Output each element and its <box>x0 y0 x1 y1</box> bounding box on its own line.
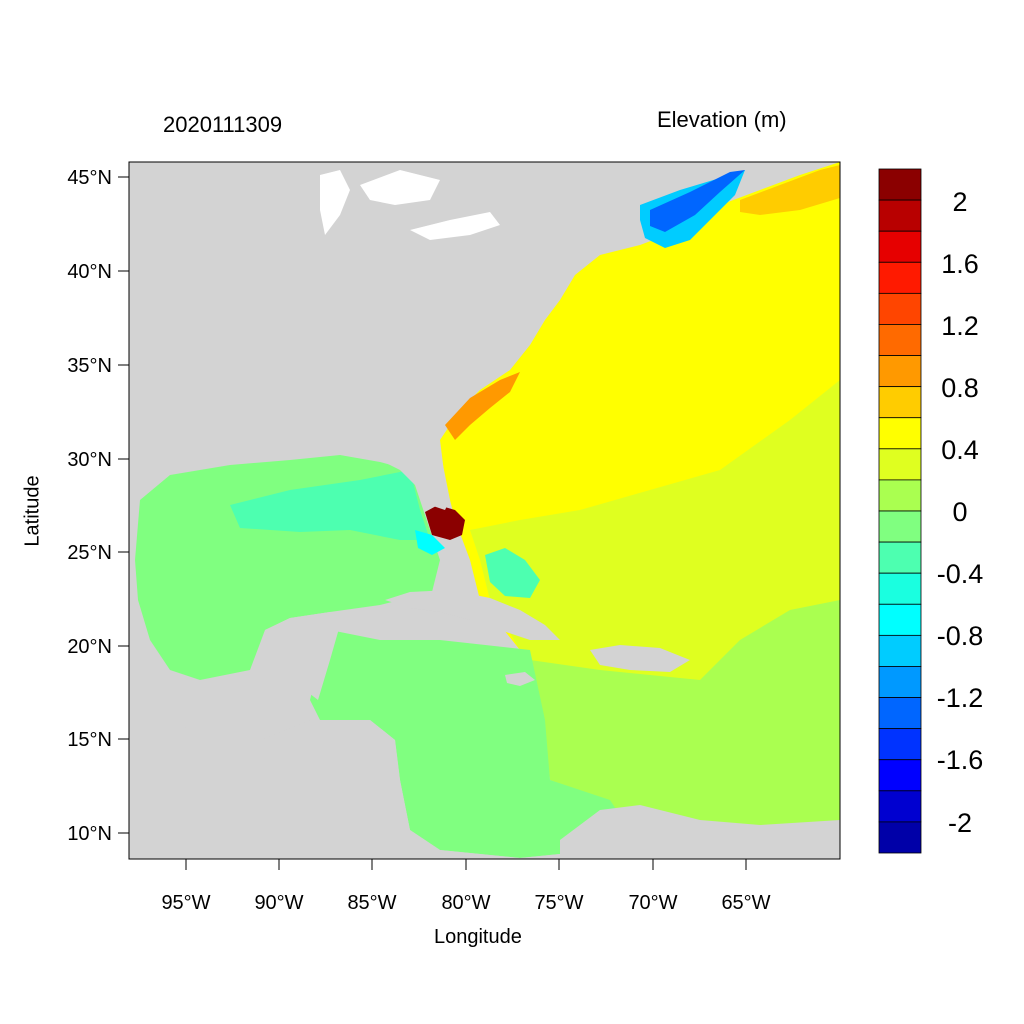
colorbar-box <box>878 603 922 636</box>
colorbar-label: 0 <box>952 497 967 527</box>
lat-tick-label: 30°N <box>67 449 112 471</box>
caribbean-east-region <box>530 600 840 859</box>
latitude-axis: 45°N 40°N 35°N 30°N 25°N 20°N 15°N 10°N <box>67 167 129 845</box>
colorbar-box <box>878 759 922 792</box>
colorbar-box <box>878 728 922 761</box>
colorbar-box <box>878 417 922 450</box>
lat-tick-label: 15°N <box>67 729 112 751</box>
central-america-land <box>129 720 636 859</box>
colorbar-box <box>878 324 922 356</box>
colorbar <box>878 168 922 854</box>
colorbar-box <box>878 666 922 698</box>
gulf-central-patch <box>230 470 430 540</box>
lat-tick-label: 35°N <box>67 355 112 377</box>
great-lakes-water <box>320 170 500 240</box>
lat-tick-label: 45°N <box>67 167 112 189</box>
colorbar-box <box>878 230 922 263</box>
colorbar-box <box>878 355 922 388</box>
colorbar-box <box>878 199 922 232</box>
colorbar-box <box>878 510 922 543</box>
colorbar-box <box>878 541 922 574</box>
colorbar-label: 0.8 <box>941 373 979 403</box>
map-timestamp-title: 2020111309 <box>163 112 283 137</box>
colorbar-box <box>878 448 922 481</box>
colorbar-label: -1.2 <box>937 683 984 713</box>
colorbar-box <box>878 821 922 854</box>
colorbar-box <box>878 386 922 419</box>
lon-tick-label: 90°W <box>254 892 303 914</box>
lon-tick-label: 80°W <box>441 892 490 914</box>
lat-tick-label: 20°N <box>67 636 112 658</box>
bahamas-patch <box>485 548 540 598</box>
colorbar-label: -2 <box>948 808 972 838</box>
lon-tick-label: 75°W <box>534 892 583 914</box>
colorbar-box <box>878 168 922 201</box>
south-florida-surge <box>425 505 465 540</box>
colorbar-box <box>878 634 922 667</box>
colorbar-label: 0.4 <box>941 435 979 465</box>
jamaica-island <box>505 672 535 686</box>
lat-tick-label: 25°N <box>67 542 112 564</box>
colorbar-box <box>878 572 922 605</box>
colorbar-box <box>878 292 922 325</box>
colorbar-label: 1.6 <box>941 249 979 279</box>
gulf-of-maine-core <box>650 170 745 232</box>
carolina-coast-high <box>445 372 520 440</box>
colorbar-label: -0.8 <box>937 621 984 651</box>
lon-tick-label: 95°W <box>161 892 210 914</box>
yucatan-peninsula <box>265 612 340 700</box>
plot-frame <box>128 161 841 860</box>
colorbar-box <box>878 790 922 823</box>
caribbean-west-region <box>310 630 630 858</box>
longitude-axis: 95°W 90°W 85°W 80°W 75°W 70°W 65°W <box>161 859 771 914</box>
cuba-island <box>385 590 560 640</box>
colorbar-label: -1.6 <box>937 745 984 775</box>
colorbar-box <box>878 479 922 512</box>
lon-tick-label: 65°W <box>721 892 770 914</box>
lat-tick-label: 10°N <box>67 823 112 845</box>
lon-tick-label: 85°W <box>347 892 396 914</box>
map-plot-area <box>129 162 840 859</box>
hispaniola-island <box>590 645 690 672</box>
lon-tick-label: 70°W <box>628 892 677 914</box>
x-axis-title: Longitude <box>434 926 522 948</box>
florida-keys-low <box>415 530 445 555</box>
colorbar-labels: 2 1.6 1.2 0.8 0.4 0 -0.4 -0.8 -1.2 -1.6 … <box>937 187 984 838</box>
florida-peninsula <box>380 450 450 510</box>
colorbar-label: -0.4 <box>937 559 984 589</box>
lat-tick-label: 40°N <box>67 261 112 283</box>
colorbar-box <box>878 261 922 294</box>
colorbar-label: 2 <box>952 187 967 217</box>
nova-scotia-high <box>740 165 840 215</box>
south-america-land <box>560 805 840 859</box>
variable-title: Elevation (m) <box>657 107 787 132</box>
colorbar-label: 1.2 <box>941 311 979 341</box>
colorbar-box <box>878 697 922 730</box>
